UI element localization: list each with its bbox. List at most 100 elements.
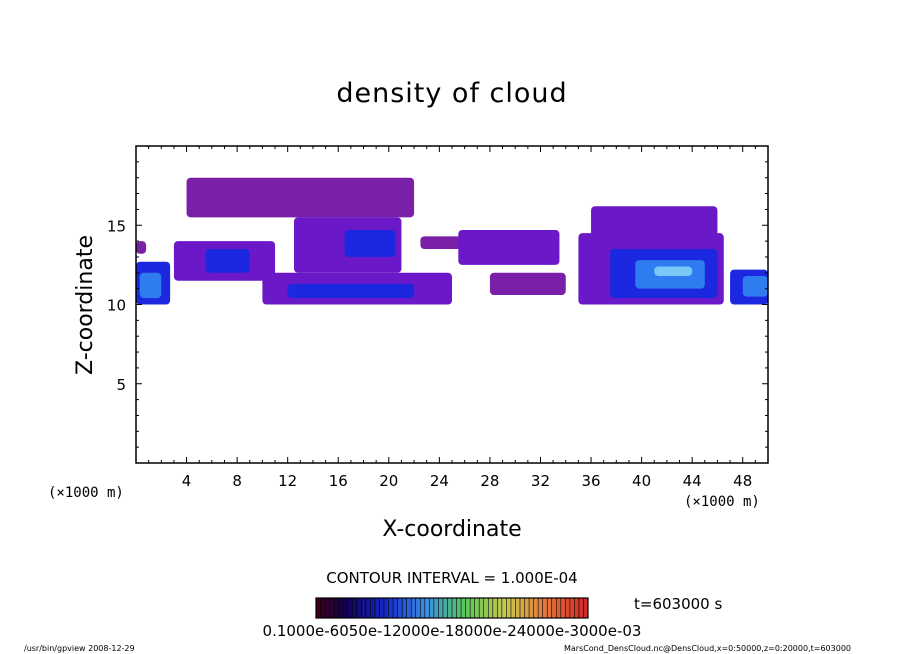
colorbar-segment — [452, 598, 457, 618]
x-tick-label: 40 — [632, 472, 651, 490]
colorbar-segment — [384, 598, 389, 618]
cloud-region — [458, 230, 560, 265]
colorbar-segment — [461, 598, 466, 618]
colorbar-segment — [465, 598, 471, 618]
colorbar-segment — [397, 598, 403, 618]
colorbar-segment — [420, 598, 426, 618]
colorbar-segment — [520, 598, 525, 618]
colorbar-segment — [524, 598, 530, 618]
colorbar-segment — [343, 598, 349, 618]
colorbar-segment — [547, 598, 553, 618]
colorbar-segment — [556, 598, 562, 618]
colorbar-segment — [338, 598, 344, 618]
colorbar-segment — [583, 598, 589, 618]
cloud-region — [742, 275, 768, 297]
x-tick-label: 44 — [683, 472, 702, 490]
y-tick-label: 10 — [107, 297, 126, 315]
colorbar-segment — [325, 598, 330, 618]
cloud-region — [591, 206, 718, 242]
colorbar-segment — [438, 598, 444, 618]
x-tick-label: 48 — [733, 472, 752, 490]
colorbar-segment — [488, 598, 494, 618]
colorbar-segment — [497, 598, 503, 618]
contour-interval: CONTOUR INTERVAL = 1.000E-04 — [326, 569, 577, 587]
time-label: t=603000 s — [634, 595, 722, 613]
colorbar-segment — [406, 598, 412, 618]
colorbar-segment — [578, 598, 584, 618]
x-tick-label: 24 — [430, 472, 449, 490]
colorbar-segment — [415, 598, 421, 618]
colorbar-segment — [447, 598, 453, 618]
x-unit-left: (×1000 m) — [48, 485, 124, 501]
colorbar-segment — [361, 598, 367, 618]
colorbar-segment — [374, 598, 380, 618]
x-unit-right: (×1000 m) — [684, 494, 760, 510]
colorbar-frame — [315, 597, 589, 619]
colorbar-segment — [442, 598, 448, 618]
cloud-region — [287, 283, 415, 299]
cloud-region — [139, 272, 162, 299]
colorbar-segment — [510, 598, 516, 618]
colorbar-segment — [365, 598, 371, 618]
colorbar-segment — [424, 598, 430, 618]
footer-right: MarsCond_DensCloud.nc@DensCloud,x=0:5000… — [564, 644, 851, 653]
colorbar-segment — [393, 598, 398, 618]
colorbar-segment — [565, 598, 571, 618]
colorbar-segment — [347, 598, 353, 618]
y-axis-label: Z-coordinate — [73, 235, 98, 375]
cloud-region — [186, 177, 415, 218]
chart-title: density of cloud — [336, 78, 567, 109]
colorbar-segment — [569, 598, 575, 618]
x-tick-label: 8 — [232, 472, 242, 490]
colorbar-segment — [470, 598, 475, 618]
colorbar-segment — [560, 598, 566, 618]
y-tick-label: 5 — [116, 376, 126, 394]
x-tick-label: 28 — [480, 472, 499, 490]
colorbar-segment — [574, 598, 580, 618]
x-tick-label: 4 — [182, 472, 192, 490]
cloud-region — [136, 241, 147, 254]
colorbar-segment — [356, 598, 362, 618]
colorbar-segment — [483, 598, 489, 618]
colorbar-segment — [492, 598, 498, 618]
colorbar-labels: 0.1000e-6050e-12000e-18000e-24000e-3000e… — [263, 622, 642, 640]
colorbar-segment — [533, 598, 539, 618]
colorbar-segment — [379, 598, 385, 618]
colorbar — [315, 597, 589, 619]
colorbar-segment — [370, 598, 376, 618]
x-tick-label: 16 — [329, 472, 348, 490]
x-tick-label: 12 — [278, 472, 297, 490]
colorbar-segment — [388, 598, 394, 618]
x-tick-label: 36 — [581, 472, 600, 490]
colorbar-segment — [316, 598, 321, 618]
colorbar-segment — [334, 598, 339, 618]
footer-left: /usr/bin/gpview 2008-12-29 — [24, 644, 135, 653]
colorbar-segment — [329, 598, 335, 618]
colorbar-segment — [433, 598, 439, 618]
colorbar-segment — [542, 598, 548, 618]
plot-area — [136, 177, 768, 305]
colorbar-segment — [479, 598, 485, 618]
x-tick-label: 20 — [379, 472, 398, 490]
colorbar-segment — [538, 598, 543, 618]
x-axis-label: X-coordinate — [382, 517, 521, 542]
x-tick-label: 32 — [531, 472, 550, 490]
colorbar-segment — [501, 598, 507, 618]
colorbar-segment — [352, 598, 358, 618]
colorbar-segment — [551, 598, 557, 618]
y-tick-label: 15 — [107, 217, 126, 235]
cloud-region — [344, 230, 396, 257]
cloud-region — [205, 249, 250, 273]
colorbar-segment — [515, 598, 521, 618]
colorbar-segment — [320, 598, 326, 618]
colorbar-segment — [456, 598, 462, 618]
colorbar-segment — [529, 598, 534, 618]
cloud-region — [489, 272, 566, 295]
cloud-region — [654, 266, 693, 276]
colorbar-segment — [411, 598, 417, 618]
colorbar-segment — [474, 598, 480, 618]
colorbar-segment — [402, 598, 407, 618]
colorbar-segment — [506, 598, 512, 618]
colorbar-segment — [429, 598, 435, 618]
